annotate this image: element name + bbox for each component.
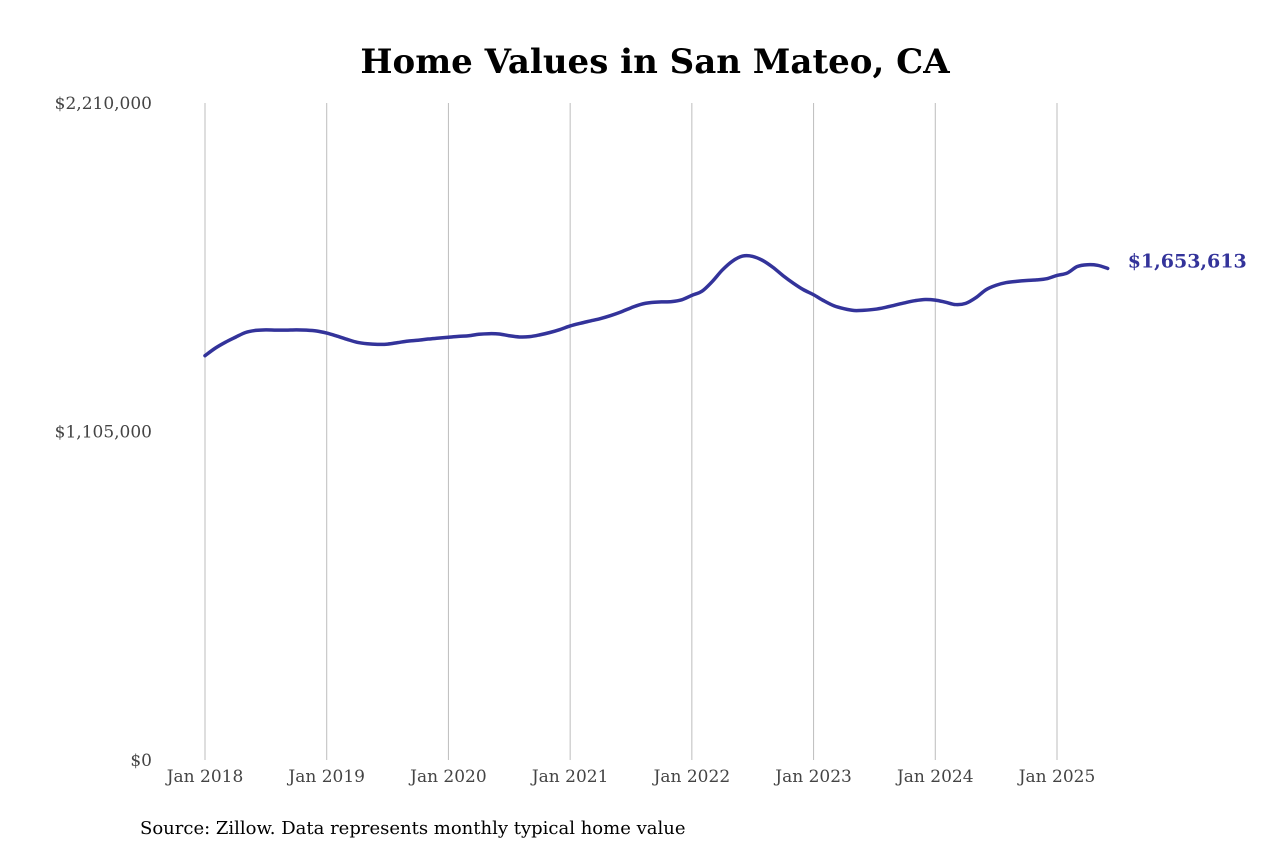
y-tick-label: $0 — [130, 751, 152, 771]
end-value-label: $1,653,613 — [1128, 250, 1247, 272]
y-axis: $0 $1,105,000 $2,210,000 — [55, 94, 152, 771]
x-axis: Jan 2018 Jan 2019 Jan 2020 Jan 2021 Jan 2022… — [165, 767, 1096, 787]
x-tick-label: Jan 2024 — [895, 767, 974, 787]
y-tick-label: $2,210,000 — [55, 94, 152, 114]
x-tick-label: Jan 2022 — [652, 767, 731, 787]
vertical-gridlines — [204, 103, 1058, 760]
chart-title: Home Values in San Mateo, CA — [360, 42, 950, 82]
series-layer: $1,653,613 — [203, 250, 1247, 358]
x-tick-label: Jan 2019 — [286, 767, 365, 787]
x-tick-label: Jan 2025 — [1017, 767, 1096, 787]
source-note: Source: Zillow. Data represents monthly … — [140, 818, 686, 839]
x-tick-label: Jan 2021 — [530, 767, 609, 787]
series-line — [203, 253, 1110, 358]
x-tick-label: Jan 2018 — [165, 767, 244, 787]
x-tick-label: Jan 2023 — [773, 767, 852, 787]
x-tick-label: Jan 2020 — [408, 767, 487, 787]
y-tick-label: $1,105,000 — [55, 423, 152, 443]
